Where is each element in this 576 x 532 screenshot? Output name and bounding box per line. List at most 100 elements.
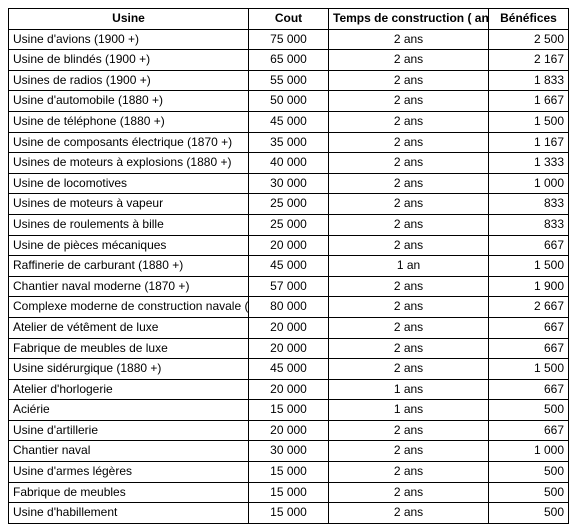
cell-usine: Usines de roulements à bille <box>9 214 249 235</box>
cell-benefices: 1 833 <box>489 70 569 91</box>
cell-benefices: 2 500 <box>489 29 569 50</box>
cell-benefices: 500 <box>489 482 569 503</box>
table-row: Usine d'avions (1900 +)75 0002 ans2 500 <box>9 29 569 50</box>
cell-usine: Usine de blindés (1900 +) <box>9 50 249 71</box>
cell-usine: Usine d'avions (1900 +) <box>9 29 249 50</box>
cell-benefices: 667 <box>489 235 569 256</box>
cell-temps: 2 ans <box>329 338 489 359</box>
cell-temps: 2 ans <box>329 50 489 71</box>
cell-usine: Usine d'automobile (1880 +) <box>9 91 249 112</box>
cell-usine: Chantier naval moderne (1870 +) <box>9 276 249 297</box>
table-row: Usine sidérurgique (1880 +)45 0002 ans1 … <box>9 359 569 380</box>
cell-usine: Usine d'artillerie <box>9 420 249 441</box>
cell-temps: 2 ans <box>329 359 489 380</box>
cell-benefices: 667 <box>489 338 569 359</box>
cell-cout: 25 000 <box>249 194 329 215</box>
table-row: Usine d'habillement15 0002 ans500 <box>9 503 569 524</box>
cell-temps: 2 ans <box>329 276 489 297</box>
cell-cout: 20 000 <box>249 317 329 338</box>
cell-cout: 75 000 <box>249 29 329 50</box>
cell-benefices: 500 <box>489 462 569 483</box>
cell-temps: 1 ans <box>329 379 489 400</box>
cell-cout: 45 000 <box>249 359 329 380</box>
cell-benefices: 2 667 <box>489 297 569 318</box>
cell-benefices: 1 000 <box>489 173 569 194</box>
cell-temps: 2 ans <box>329 111 489 132</box>
cell-usine: Atelier d'horlogerie <box>9 379 249 400</box>
cell-temps: 2 ans <box>329 482 489 503</box>
cell-benefices: 500 <box>489 400 569 421</box>
cell-benefices: 1 500 <box>489 111 569 132</box>
col-header-cout: Cout <box>249 9 329 30</box>
cell-cout: 40 000 <box>249 153 329 174</box>
cell-temps: 2 ans <box>329 462 489 483</box>
table-row: Fabrique de meubles15 0002 ans500 <box>9 482 569 503</box>
cell-cout: 20 000 <box>249 420 329 441</box>
table-row: Chantier naval30 0002 ans1 000 <box>9 441 569 462</box>
col-header-benefices: Bénéfices <box>489 9 569 30</box>
cell-benefices: 1 900 <box>489 276 569 297</box>
cell-cout: 35 000 <box>249 132 329 153</box>
cell-benefices: 1 333 <box>489 153 569 174</box>
cell-benefices: 1 667 <box>489 91 569 112</box>
table-row: Usines de moteurs à vapeur25 0002 ans833 <box>9 194 569 215</box>
cell-cout: 30 000 <box>249 173 329 194</box>
cell-cout: 15 000 <box>249 482 329 503</box>
table-header-row: Usine Cout Temps de construction ( an ) … <box>9 9 569 30</box>
cell-temps: 2 ans <box>329 132 489 153</box>
table-row: Usine de locomotives30 0002 ans1 000 <box>9 173 569 194</box>
table-row: Atelier d'horlogerie20 0001 ans667 <box>9 379 569 400</box>
table-row: Complexe moderne de construction navale … <box>9 297 569 318</box>
cell-temps: 2 ans <box>329 29 489 50</box>
cell-benefices: 667 <box>489 317 569 338</box>
cell-cout: 25 000 <box>249 214 329 235</box>
cell-temps: 2 ans <box>329 441 489 462</box>
cell-usine: Usines de radios (1900 +) <box>9 70 249 91</box>
cell-usine: Chantier naval <box>9 441 249 462</box>
cell-temps: 2 ans <box>329 317 489 338</box>
cell-cout: 57 000 <box>249 276 329 297</box>
table-row: Fabrique de meubles de luxe20 0002 ans66… <box>9 338 569 359</box>
table-row: Usines de roulements à bille25 0002 ans8… <box>9 214 569 235</box>
cell-temps: 2 ans <box>329 173 489 194</box>
col-header-usine: Usine <box>9 9 249 30</box>
cell-benefices: 833 <box>489 214 569 235</box>
table-row: Atelier de vétêment de luxe20 0002 ans66… <box>9 317 569 338</box>
table-row: Raffinerie de carburant (1880 +)45 0001 … <box>9 256 569 277</box>
cell-benefices: 1 500 <box>489 359 569 380</box>
cell-usine: Usine de téléphone (1880 +) <box>9 111 249 132</box>
factories-table: Usine Cout Temps de construction ( an ) … <box>8 8 569 524</box>
cell-temps: 1 an <box>329 256 489 277</box>
cell-temps: 2 ans <box>329 194 489 215</box>
table-row: Usine de pièces mécaniques20 0002 ans667 <box>9 235 569 256</box>
col-header-temps: Temps de construction ( an ) <box>329 9 489 30</box>
table-row: Usine d'armes légères15 0002 ans500 <box>9 462 569 483</box>
cell-cout: 45 000 <box>249 256 329 277</box>
cell-cout: 15 000 <box>249 400 329 421</box>
table-row: Usine d'artillerie20 0002 ans667 <box>9 420 569 441</box>
cell-usine: Usine d'armes légères <box>9 462 249 483</box>
cell-cout: 15 000 <box>249 462 329 483</box>
table-row: Usines de radios (1900 +)55 0002 ans1 83… <box>9 70 569 91</box>
cell-temps: 2 ans <box>329 153 489 174</box>
cell-cout: 55 000 <box>249 70 329 91</box>
cell-cout: 20 000 <box>249 338 329 359</box>
table-row: Usine de blindés (1900 +)65 0002 ans2 16… <box>9 50 569 71</box>
cell-benefices: 1 500 <box>489 256 569 277</box>
table-row: Usines de moteurs à explosions (1880 +)4… <box>9 153 569 174</box>
cell-usine: Usines de moteurs à vapeur <box>9 194 249 215</box>
cell-temps: 2 ans <box>329 91 489 112</box>
cell-cout: 20 000 <box>249 235 329 256</box>
cell-cout: 45 000 <box>249 111 329 132</box>
cell-benefices: 1 000 <box>489 441 569 462</box>
cell-usine: Usine sidérurgique (1880 +) <box>9 359 249 380</box>
cell-usine: Fabrique de meubles de luxe <box>9 338 249 359</box>
cell-benefices: 833 <box>489 194 569 215</box>
cell-usine: Usine de composants électrique (1870 +) <box>9 132 249 153</box>
cell-cout: 15 000 <box>249 503 329 524</box>
cell-benefices: 667 <box>489 379 569 400</box>
table-row: Usine d'automobile (1880 +)50 0002 ans1 … <box>9 91 569 112</box>
cell-benefices: 1 167 <box>489 132 569 153</box>
cell-temps: 2 ans <box>329 70 489 91</box>
cell-cout: 50 000 <box>249 91 329 112</box>
